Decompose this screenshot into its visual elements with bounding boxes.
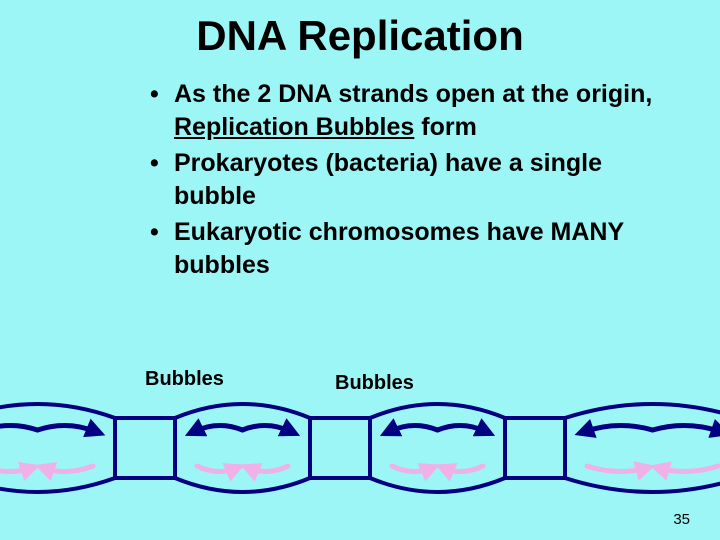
bullet-text: Eukaryotic chromosomes have MANY bubbles	[174, 216, 660, 281]
bullet-leading: Eukaryotic chromosomes have MANY bubbles	[174, 218, 624, 279]
bullet-item: • Eukaryotic chromosomes have MANY bubbl…	[150, 216, 660, 281]
bullet-dot: •	[150, 78, 174, 111]
bullet-leading: As the 2 DNA strands open at the origin,	[174, 80, 652, 108]
bullet-trailing: form	[414, 113, 477, 141]
bullet-item: • As the 2 DNA strands open at the origi…	[150, 78, 660, 143]
bullet-dot: •	[150, 216, 174, 249]
bullet-text: As the 2 DNA strands open at the origin,…	[174, 78, 660, 143]
bullet-list: • As the 2 DNA strands open at the origi…	[150, 78, 660, 281]
bullet-dot: •	[150, 147, 174, 180]
bubble-label: Bubbles	[335, 372, 414, 395]
dna-bubble-diagram	[0, 400, 720, 520]
bullet-text: Prokaryotes (bacteria) have a single bub…	[174, 147, 660, 212]
bullet-leading: Prokaryotes (bacteria) have a single bub…	[174, 149, 602, 210]
slide-title: DNA Replication	[0, 0, 720, 60]
bubble-label: Bubbles	[145, 368, 224, 391]
page-number: 35	[673, 511, 690, 528]
bullet-underlined: Replication Bubbles	[174, 113, 414, 141]
slide-title-text: DNA Replication	[196, 12, 523, 59]
bullet-item: • Prokaryotes (bacteria) have a single b…	[150, 147, 660, 212]
